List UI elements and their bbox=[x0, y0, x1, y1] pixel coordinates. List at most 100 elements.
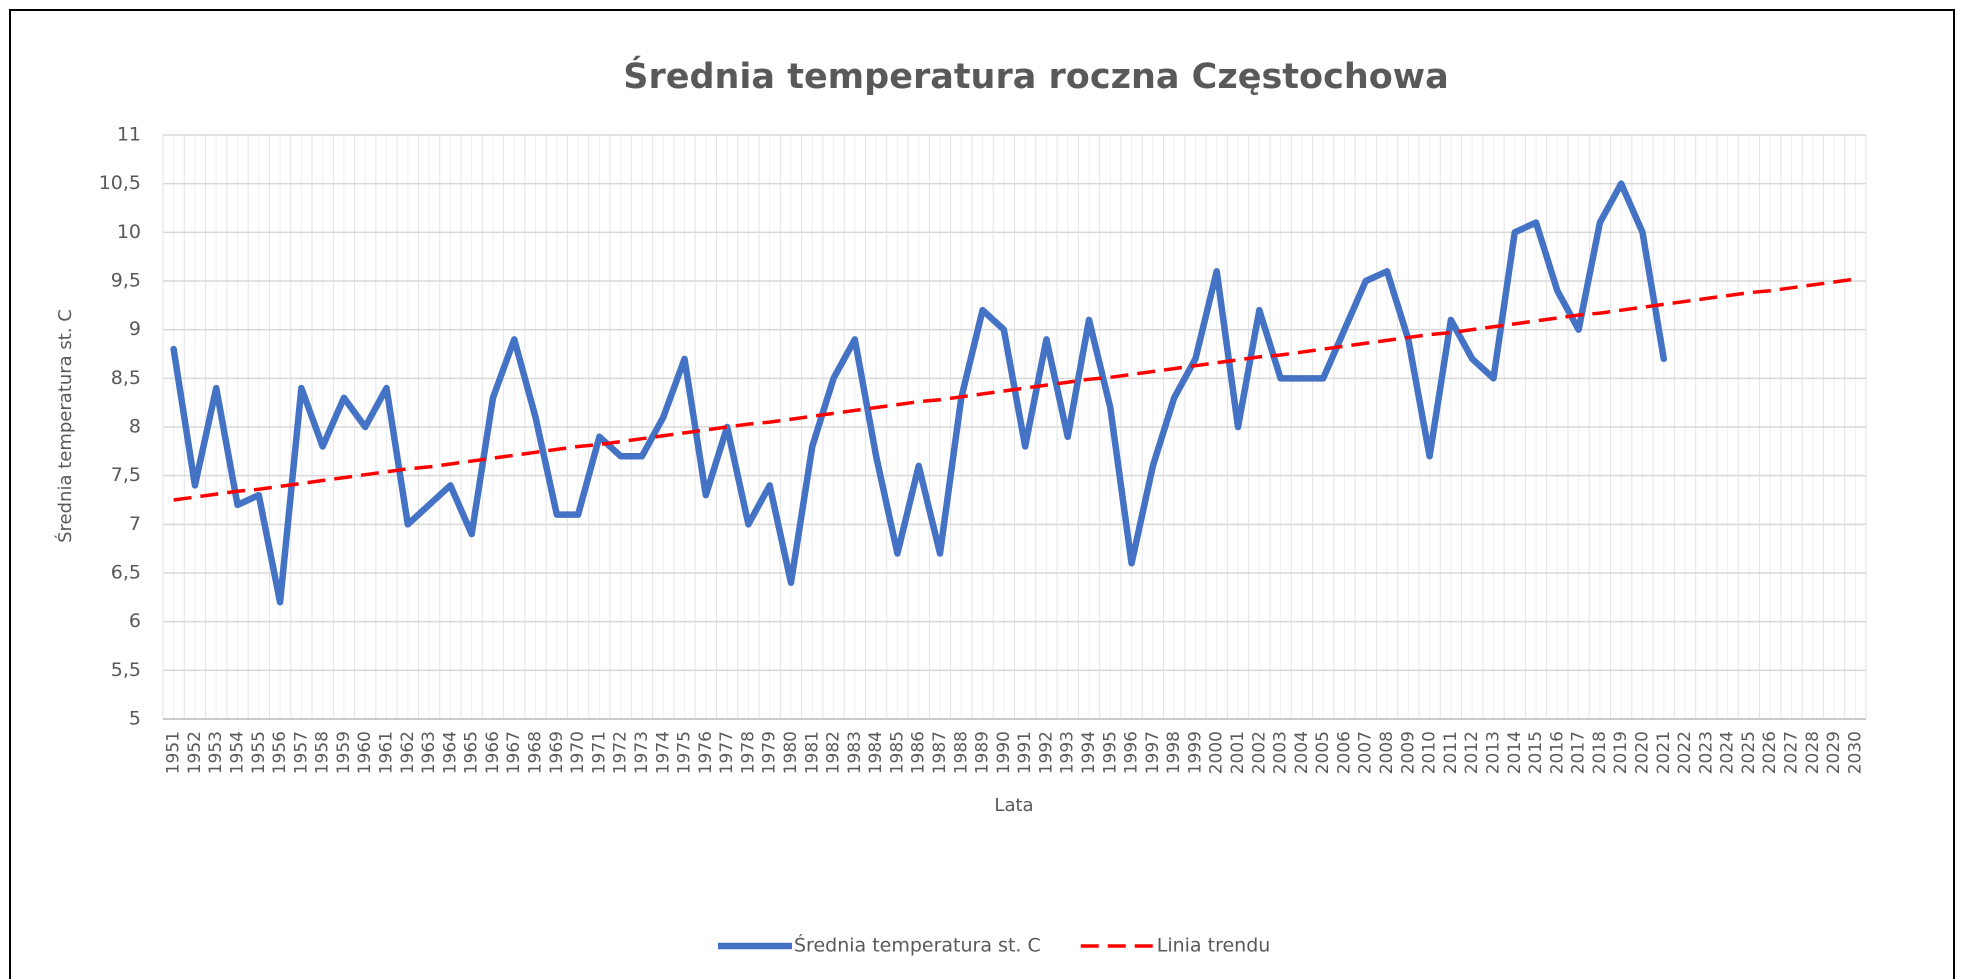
x-tick-label: 1970 bbox=[568, 731, 588, 774]
x-tick-label: 2007 bbox=[1356, 731, 1376, 774]
x-tick-label: 1956 bbox=[270, 731, 290, 774]
x-tick-label: 2020 bbox=[1632, 731, 1652, 774]
x-tick-label: 1997 bbox=[1143, 731, 1163, 774]
x-tick-label: 1988 bbox=[951, 731, 971, 774]
x-tick-label: 2018 bbox=[1590, 731, 1610, 774]
y-tick-label: 8 bbox=[129, 416, 141, 438]
x-tick-label: 1989 bbox=[973, 731, 993, 774]
x-tick-label: 1958 bbox=[313, 731, 333, 774]
x-tick-label: 2016 bbox=[1547, 731, 1567, 774]
x-tick-label: 2015 bbox=[1526, 731, 1546, 774]
x-tick-label: 2006 bbox=[1334, 731, 1354, 774]
x-tick-label: 2029 bbox=[1824, 731, 1844, 774]
x-tick-label: 1993 bbox=[1058, 731, 1078, 774]
x-tick-label: 1977 bbox=[717, 731, 737, 774]
x-tick-label: 1953 bbox=[206, 731, 226, 774]
x-tick-label: 1960 bbox=[355, 731, 375, 774]
x-tick-label: 1985 bbox=[887, 731, 907, 774]
y-tick-label: 10,5 bbox=[99, 172, 141, 194]
x-tick-label: 1996 bbox=[1122, 731, 1142, 774]
x-tick-label: 2030 bbox=[1845, 731, 1865, 774]
x-tick-label: 1984 bbox=[866, 731, 886, 774]
y-tick-label: 10 bbox=[117, 221, 141, 243]
x-tick-label: 2012 bbox=[1462, 731, 1482, 774]
x-tick-label: 2024 bbox=[1718, 731, 1738, 774]
x-tick-label: 1998 bbox=[1164, 731, 1184, 774]
x-tick-label: 1991 bbox=[1015, 731, 1035, 774]
x-tick-label: 1976 bbox=[696, 731, 716, 774]
x-tick-label: 2001 bbox=[1228, 731, 1248, 774]
x-tick-label: 2027 bbox=[1781, 731, 1801, 774]
legend-label: Średnia temperatura st. C bbox=[794, 933, 1041, 957]
y-tick-label: 8,5 bbox=[111, 367, 141, 389]
x-tick-label: 1966 bbox=[483, 731, 503, 774]
y-tick-label: 9,5 bbox=[111, 270, 141, 292]
y-tick-label: 7,5 bbox=[111, 464, 141, 486]
chart-title: Średnia temperatura roczna Częstochowa bbox=[623, 55, 1449, 97]
x-tick-label: 1986 bbox=[909, 731, 929, 774]
x-tick-label: 1992 bbox=[1036, 731, 1056, 774]
x-tick-label: 1980 bbox=[781, 731, 801, 774]
x-tick-label: 1965 bbox=[462, 731, 482, 774]
x-tick-label: 2013 bbox=[1483, 731, 1503, 774]
y-tick-label: 5,5 bbox=[111, 659, 141, 681]
y-tick-label: 6 bbox=[129, 610, 141, 632]
x-tick-label: 1981 bbox=[802, 731, 822, 774]
y-tick-label: 11 bbox=[117, 124, 141, 146]
series-line bbox=[170, 180, 1668, 606]
x-tick-label: 2003 bbox=[1271, 731, 1291, 774]
chart-frame bbox=[9, 9, 1955, 979]
x-tick-label: 2019 bbox=[1611, 731, 1631, 774]
x-tick-label: 2014 bbox=[1505, 731, 1525, 774]
legend-label: Linia trendu bbox=[1157, 935, 1271, 957]
x-tick-label: 2011 bbox=[1441, 731, 1461, 774]
x-tick-label: 1961 bbox=[377, 731, 397, 774]
x-tick-label: 2017 bbox=[1569, 731, 1589, 774]
x-tick-label: 2025 bbox=[1739, 731, 1759, 774]
x-tick-label: 2002 bbox=[1249, 731, 1269, 774]
x-tick-label: 1999 bbox=[1185, 731, 1205, 774]
x-tick-label: 2026 bbox=[1760, 731, 1780, 774]
x-tick-label: 2004 bbox=[1292, 731, 1312, 774]
x-tick-label: 1959 bbox=[334, 731, 354, 774]
x-tick-label: 1990 bbox=[994, 731, 1014, 774]
x-tick-label: 2022 bbox=[1675, 731, 1695, 774]
x-tick-label: 2005 bbox=[1313, 731, 1333, 774]
x-tick-label: 1972 bbox=[611, 731, 631, 774]
x-tick-label: 1967 bbox=[504, 731, 524, 774]
x-tick-label: 1973 bbox=[632, 731, 652, 774]
x-tick-label: 1954 bbox=[228, 731, 248, 774]
y-tick-label: 5 bbox=[129, 708, 141, 730]
x-tick-label: 2028 bbox=[1803, 731, 1823, 774]
x-tick-label: 1957 bbox=[291, 731, 311, 774]
y-axis-label: Średnia temperatura st. C bbox=[54, 309, 76, 543]
x-tick-label: 1951 bbox=[164, 731, 184, 774]
x-tick-label: 1974 bbox=[653, 731, 673, 774]
x-tick-label: 1978 bbox=[738, 731, 758, 774]
x-tick-label: 1962 bbox=[398, 731, 418, 774]
x-tick-label: 1971 bbox=[589, 731, 609, 774]
x-axis-label: Lata bbox=[994, 795, 1033, 816]
x-tick-label: 1964 bbox=[440, 731, 460, 774]
x-tick-label: 1982 bbox=[824, 731, 844, 774]
x-tick-label: 1963 bbox=[419, 731, 439, 774]
series-line bbox=[173, 277, 1856, 502]
x-tick-label: 2021 bbox=[1654, 731, 1674, 774]
x-tick-label: 2009 bbox=[1398, 731, 1418, 774]
x-tick-label: 1994 bbox=[1079, 731, 1099, 774]
y-tick-label: 6,5 bbox=[111, 562, 141, 584]
x-tick-label: 1983 bbox=[845, 731, 865, 774]
x-tick-label: 1975 bbox=[675, 731, 695, 774]
x-tick-label: 1968 bbox=[526, 731, 546, 774]
x-tick-label: 1979 bbox=[760, 731, 780, 774]
x-tick-label: 1995 bbox=[1100, 731, 1120, 774]
x-tick-label: 1969 bbox=[547, 731, 567, 774]
x-tick-label: 1955 bbox=[249, 731, 269, 774]
x-tick-label: 2010 bbox=[1420, 731, 1440, 774]
x-tick-label: 2023 bbox=[1696, 731, 1716, 774]
x-tick-label: 1987 bbox=[930, 731, 950, 774]
x-tick-label: 1952 bbox=[185, 731, 205, 774]
y-tick-label: 9 bbox=[129, 318, 141, 340]
y-tick-label: 7 bbox=[129, 513, 141, 535]
